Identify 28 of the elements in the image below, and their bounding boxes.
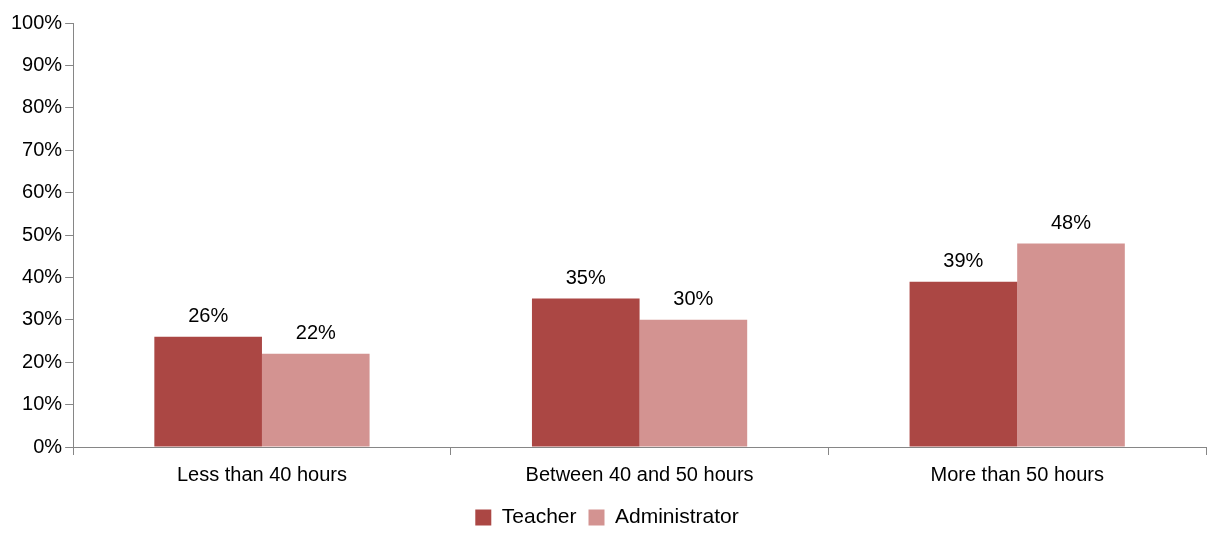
- bar: [154, 336, 262, 447]
- x-tick-label: Between 40 and 50 hours: [525, 462, 754, 485]
- legend-label: Administrator: [615, 504, 739, 528]
- data-label: 48%: [1050, 211, 1092, 233]
- y-tick-label: 30%: [22, 307, 63, 330]
- y-tick-label: 40%: [22, 264, 63, 287]
- x-tick-label: Less than 40 hours: [176, 462, 348, 485]
- bar: [261, 353, 370, 447]
- x-tick-label: More than 50 hours: [930, 462, 1104, 485]
- legend-label: Teacher: [501, 504, 577, 528]
- data-label: 26%: [188, 304, 229, 327]
- data-label: 30%: [673, 287, 714, 310]
- data-label: 39%: [943, 249, 984, 272]
- y-tick-label: 100%: [11, 10, 63, 33]
- bar: [639, 319, 748, 447]
- y-tick-label: 70%: [22, 137, 63, 160]
- y-tick-label: 50%: [22, 222, 63, 245]
- bar: [531, 298, 640, 447]
- y-tick-label: 80%: [22, 95, 63, 118]
- y-tick-label: 20%: [22, 349, 63, 372]
- y-tick-label: 90%: [22, 52, 63, 75]
- y-tick-label: 10%: [22, 392, 63, 415]
- data-label: 22%: [295, 321, 336, 344]
- y-tick-label: 60%: [22, 180, 63, 203]
- y-tick-label: 0%: [33, 434, 63, 457]
- data-label: 35%: [565, 266, 606, 289]
- bar: [909, 281, 1018, 447]
- bar: [1017, 243, 1125, 447]
